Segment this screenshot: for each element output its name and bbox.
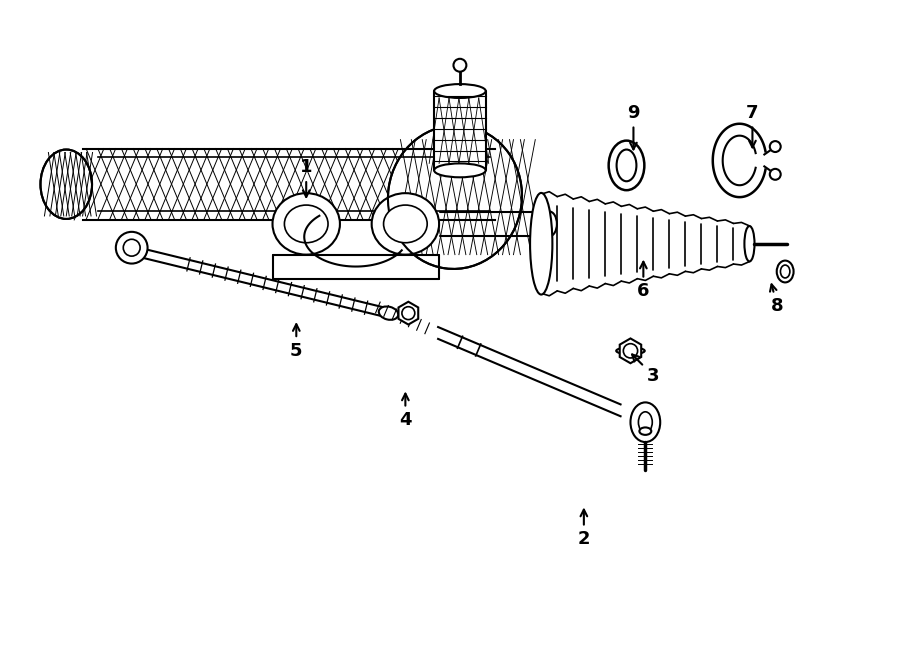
Ellipse shape: [284, 205, 328, 243]
Circle shape: [770, 141, 780, 152]
Text: 5: 5: [290, 324, 302, 360]
Text: 1: 1: [300, 159, 312, 197]
Ellipse shape: [434, 163, 486, 177]
Circle shape: [454, 59, 466, 71]
Ellipse shape: [616, 348, 644, 354]
Ellipse shape: [777, 260, 794, 282]
Ellipse shape: [542, 212, 557, 237]
Ellipse shape: [434, 84, 486, 98]
Text: 6: 6: [637, 262, 650, 300]
Polygon shape: [399, 301, 418, 325]
Bar: [434, 91, 486, 171]
Ellipse shape: [372, 193, 439, 254]
Text: 9: 9: [627, 104, 640, 149]
Text: 7: 7: [746, 104, 759, 147]
Ellipse shape: [383, 205, 427, 243]
Ellipse shape: [608, 141, 644, 190]
Ellipse shape: [744, 226, 754, 262]
Ellipse shape: [639, 428, 652, 435]
Ellipse shape: [530, 193, 553, 295]
Ellipse shape: [273, 193, 340, 254]
Polygon shape: [620, 338, 641, 364]
Circle shape: [770, 169, 780, 180]
Bar: [83, 149, 495, 220]
Text: 8: 8: [770, 284, 784, 315]
Ellipse shape: [40, 149, 92, 219]
Ellipse shape: [631, 403, 661, 442]
Ellipse shape: [388, 126, 522, 269]
Text: 2: 2: [578, 510, 590, 548]
Text: 4: 4: [399, 393, 411, 429]
Text: 3: 3: [632, 354, 660, 385]
Circle shape: [116, 232, 148, 264]
Ellipse shape: [379, 307, 399, 320]
